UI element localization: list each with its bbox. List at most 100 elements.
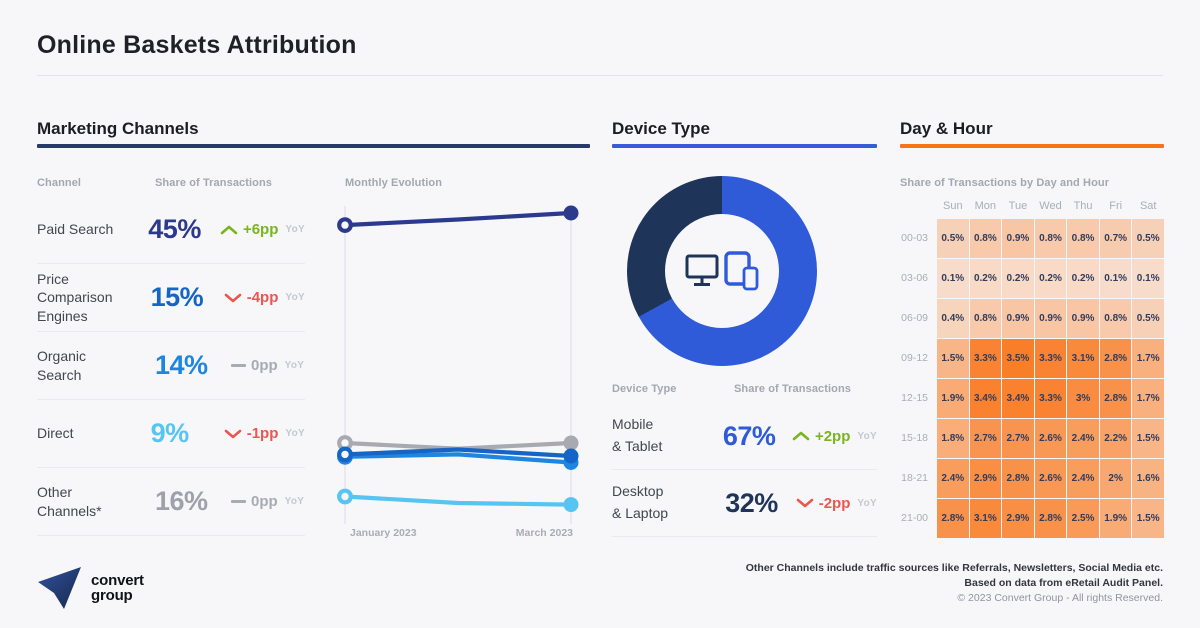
channel-name: Price Comparison Engines xyxy=(37,270,113,324)
flat-dash-icon xyxy=(231,500,246,503)
channel-share: 9% xyxy=(150,418,190,448)
heatmap-cell: 0.4% xyxy=(937,299,969,338)
page-title: Online Baskets Attribution xyxy=(37,31,357,59)
yoy-label: YoY xyxy=(857,497,877,509)
footnote-source: Based on data from eRetail Audit Panel. xyxy=(964,577,1163,589)
heatmap-cell: 0.1% xyxy=(1099,259,1132,298)
heatmap-cell: 2.6% xyxy=(1034,459,1067,498)
column-header-device-type: Device Type xyxy=(612,383,677,395)
hour-label: 15-18 xyxy=(901,432,928,444)
heatmap-cell: 0.9% xyxy=(1002,219,1034,258)
device-section-title: Device Type xyxy=(612,119,710,138)
day-header-mon: Mon xyxy=(974,200,997,212)
column-header-evolution: Monthly Evolution xyxy=(345,177,443,189)
footnotes: Other Channels include traffic sources l… xyxy=(746,561,1163,606)
column-header-share: Share of Transactions xyxy=(155,177,273,189)
device-row: Mobile & Tablet 67% +2pp YoY xyxy=(612,403,877,470)
channel-row: Paid Search 45% +6pp YoY xyxy=(37,196,305,264)
device-name: Desktop & Laptop xyxy=(612,483,669,521)
heatmap-cell: 1.5% xyxy=(1132,419,1164,458)
heatmap-cell: 3.3% xyxy=(1034,339,1067,378)
heatmap-cell: 3.3% xyxy=(969,339,1002,378)
heatmap-cell: 0.2% xyxy=(1067,259,1099,298)
hour-label: 00-03 xyxy=(901,232,928,244)
heatmap-cell: 0.9% xyxy=(1034,299,1067,338)
yoy-label: YoY xyxy=(284,360,305,371)
monthly-evolution-chart: January 2023 March 2023 xyxy=(337,190,590,542)
channel-share: 45% xyxy=(148,214,201,244)
heatmap-cell: 2.4% xyxy=(1067,459,1099,498)
day-header-fri: Fri xyxy=(1109,200,1123,212)
heatmap-cell: 0.5% xyxy=(1132,219,1164,258)
heatmap-cell: 1.9% xyxy=(937,379,969,418)
flat-dash-icon xyxy=(231,364,246,367)
monitor-icon xyxy=(685,254,719,286)
title-divider xyxy=(37,75,1163,76)
hour-label: 21-00 xyxy=(901,512,928,524)
hour-label: 03-06 xyxy=(901,272,928,284)
day-header-tue: Tue xyxy=(1008,200,1028,212)
device-name: Mobile & Tablet xyxy=(612,416,663,454)
channel-row: Other Channels* 16% 0pp YoY xyxy=(37,468,305,536)
heatmap-cell: 3.4% xyxy=(1002,379,1034,418)
heatmap-cell: 0.2% xyxy=(969,259,1002,298)
yoy-label: YoY xyxy=(857,430,877,442)
yoy-label: YoY xyxy=(285,224,305,235)
heatmap-cell: 3.3% xyxy=(1034,379,1067,418)
phone-icon xyxy=(742,266,759,291)
heatmap-cell: 1.5% xyxy=(1132,499,1164,538)
heatmap-cell: 2.2% xyxy=(1099,419,1132,458)
heatmap-cell: 1.7% xyxy=(1132,339,1164,378)
heatmap-cell: 2.8% xyxy=(1099,339,1132,378)
day-hour-heatmap: 00-03 0.5% 0.8% 0.9% 0.8% 0.8% 0.7% 0.5% 03-06 0.… xyxy=(900,219,1164,538)
channel-name: Organic Search xyxy=(37,348,87,383)
heatmap-cell: 2.4% xyxy=(1067,419,1099,458)
heatmap-cell: 2.9% xyxy=(969,459,1002,498)
marketing-accent-bar xyxy=(37,144,590,148)
heatmap-cell: 3.4% xyxy=(969,379,1002,418)
heatmap-cell: 2.6% xyxy=(1034,419,1067,458)
yoy-label: YoY xyxy=(285,428,305,439)
heatmap-cell: 1.8% xyxy=(937,419,969,458)
dayhour-accent-bar xyxy=(900,144,1164,148)
heatmap-cell: 0.5% xyxy=(1132,299,1164,338)
devices-icon xyxy=(685,251,759,291)
monthly-evolution-svg: January 2023 March 2023 xyxy=(337,205,579,539)
heatmap-cell: 0.9% xyxy=(1067,299,1099,338)
svg-text:March 2023: March 2023 xyxy=(516,527,573,539)
heatmap-cell: 2.8% xyxy=(1034,499,1067,538)
channel-trend: -1pp YoY xyxy=(224,425,305,442)
channel-row: Direct 9% -1pp YoY xyxy=(37,400,305,468)
device-share: 32% xyxy=(725,487,778,518)
channel-share: 14% xyxy=(155,350,208,380)
channel-row: Organic Search 14% 0pp YoY xyxy=(37,332,305,400)
trend-down-icon xyxy=(796,498,814,508)
heatmap-cell: 2.7% xyxy=(1002,419,1034,458)
hour-label: 06-09 xyxy=(901,312,928,324)
channel-trend: 0pp YoY xyxy=(231,357,304,374)
heatmap-cell: 2.5% xyxy=(1067,499,1099,538)
channel-name: Direct xyxy=(37,425,74,442)
heatmap-cell: 1.9% xyxy=(1099,499,1132,538)
logo-text: convert group xyxy=(91,572,144,604)
column-header-device-share: Share of Transactions xyxy=(734,383,852,395)
channel-delta: -1pp xyxy=(246,425,279,442)
channel-delta: -4pp xyxy=(246,289,279,306)
channel-share: 16% xyxy=(155,486,208,516)
device-type-table: Mobile & Tablet 67% +2pp YoY Desktop & Lapto… xyxy=(612,403,877,537)
heatmap-cell: 2.4% xyxy=(937,459,969,498)
day-header-wed: Wed xyxy=(1039,200,1062,212)
copyright: © 2023 Convert Group - All rights Reserv… xyxy=(957,592,1163,604)
heatmap-cell: 1.6% xyxy=(1132,459,1164,498)
heatmap-cell: 1.7% xyxy=(1132,379,1164,418)
dayhour-section-title: Day & Hour xyxy=(900,119,993,138)
device-donut-hole xyxy=(665,214,779,328)
marketing-channels-table: Paid Search 45% +6pp YoY Price Comparison En… xyxy=(37,196,305,536)
day-header-sun: Sun xyxy=(942,200,963,212)
device-row: Desktop & Laptop 32% -2pp YoY xyxy=(612,470,877,537)
heatmap-cell: 0.8% xyxy=(1067,219,1099,258)
column-header-channel: Channel xyxy=(37,177,82,189)
device-trend: +2pp YoY xyxy=(792,428,877,445)
channel-delta: 0pp xyxy=(251,493,278,510)
hour-label: 09-12 xyxy=(901,352,928,364)
